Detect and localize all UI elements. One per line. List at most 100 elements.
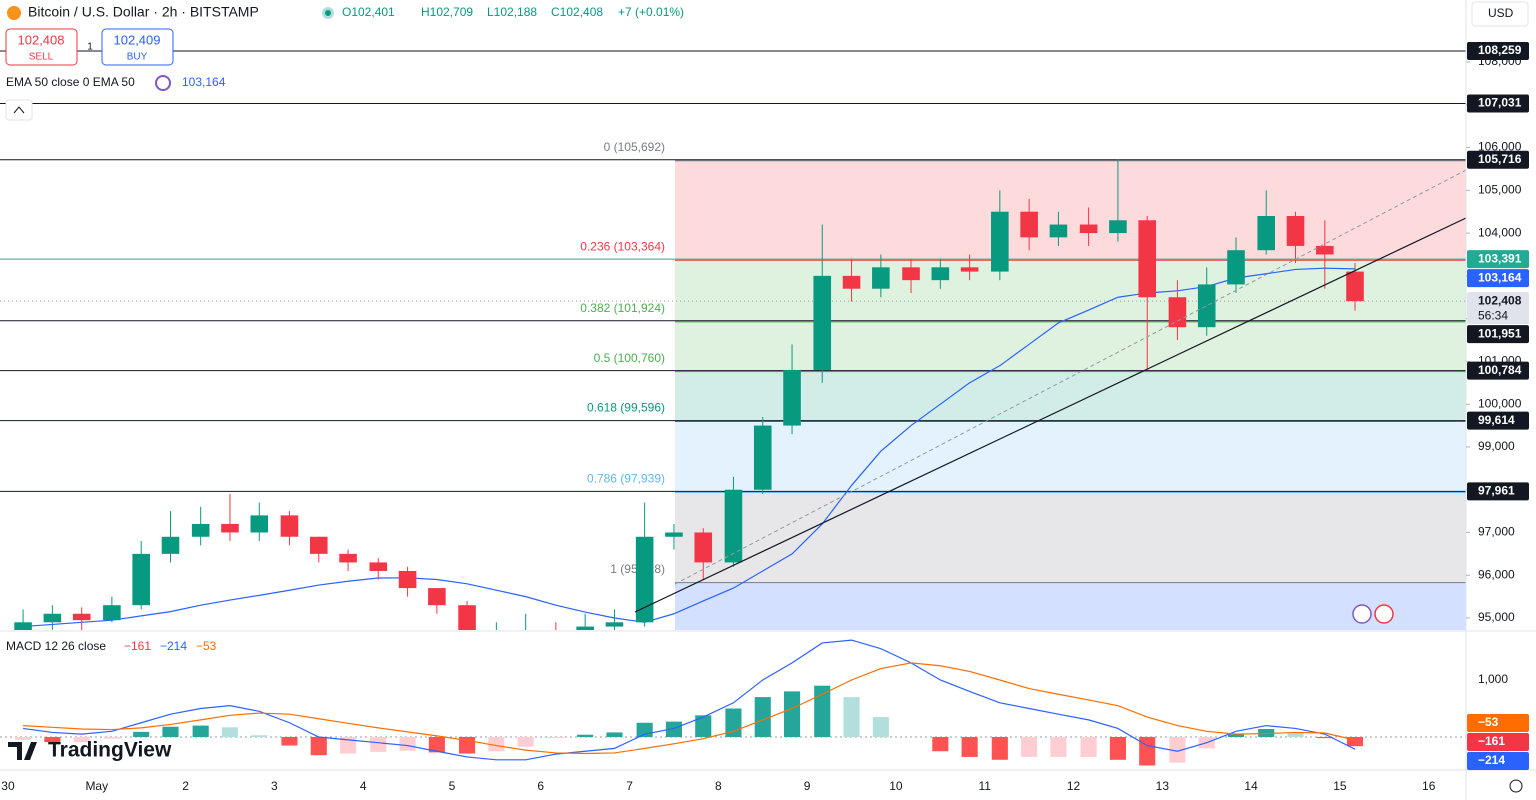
- macd-histogram-bar: [754, 697, 771, 737]
- macd-histogram-bar: [1316, 736, 1333, 739]
- candle-body: [1316, 245, 1334, 255]
- x-tick-label: 11: [978, 779, 991, 793]
- candle-body: [132, 553, 150, 606]
- x-tick-label: 3: [271, 779, 278, 793]
- macd-histogram-bar: [1021, 736, 1038, 757]
- candle-body: [665, 532, 683, 537]
- axis-price-box: [1467, 752, 1529, 770]
- x-tick-label: 12: [1067, 779, 1081, 793]
- macd-histogram-bar: [665, 721, 683, 737]
- macd-histogram-bar: [932, 736, 949, 752]
- candle-body: [250, 515, 269, 533]
- macd-histogram-bar: [428, 736, 445, 753]
- axis-price-box: [1467, 411, 1529, 430]
- candle-body: [339, 553, 357, 563]
- macd-histogram-bar: [1109, 736, 1126, 760]
- macd-histogram-bar: [695, 715, 712, 737]
- ohlc-low: L102,188: [487, 5, 537, 19]
- axis-price-box: [1467, 250, 1529, 269]
- ohlc-open: O102,401: [342, 5, 395, 19]
- axis-price-box: [1467, 41, 1529, 60]
- spread: 1: [87, 42, 93, 53]
- candle-body: [14, 622, 32, 630]
- axis-price-label: 107,031: [1478, 96, 1522, 110]
- trend-line: [634, 217, 1467, 613]
- buy-button[interactable]: [101, 28, 174, 66]
- candle-body: [103, 605, 121, 621]
- fib-zone: [675, 421, 1466, 493]
- y-tick-label: 95,000: [1478, 610, 1515, 624]
- event-icon[interactable]: [1352, 604, 1372, 624]
- x-tick-label: 5: [449, 779, 456, 793]
- candle-body: [1197, 284, 1216, 328]
- candle-body: [960, 267, 979, 272]
- axis-price-box: [1467, 94, 1529, 113]
- candle-body: [1079, 224, 1098, 234]
- candle-body: [369, 562, 388, 571]
- candle-body: [753, 425, 772, 490]
- logo-text[interactable]: TradingView: [48, 739, 172, 762]
- x-tick-label: 15: [1333, 779, 1347, 793]
- candle-body: [1020, 211, 1038, 238]
- axis-price-label: 99,614: [1478, 413, 1515, 427]
- candle-body: [605, 622, 624, 627]
- price-axis: 95,00096,00097,00098,00099,000100,000101…: [1, 41, 1529, 793]
- axis-price-label: 103,391: [1478, 251, 1522, 265]
- axis-price-box: [1467, 292, 1529, 325]
- macd-pane: [0, 639, 1466, 766]
- macd-histogram-bar: [133, 731, 150, 737]
- candle-body: [1049, 224, 1068, 238]
- candle-body: [488, 635, 506, 639]
- macd-legend-hist: −161: [124, 639, 151, 653]
- candle-body: [694, 532, 713, 563]
- event-flag-icon[interactable]: [1374, 604, 1394, 624]
- candle-body: [1286, 215, 1305, 246]
- axis-price-label: 108,259: [1478, 43, 1522, 57]
- candle-body: [280, 515, 299, 537]
- sell-label: SELL: [29, 52, 54, 63]
- x-tick-label: 16: [1422, 779, 1436, 793]
- macd-histogram-bar: [814, 685, 831, 737]
- candle-body: [1138, 220, 1157, 298]
- macd-histogram-bar: [340, 736, 357, 754]
- macd-histogram-bar: [15, 736, 32, 740]
- collapse-button[interactable]: [5, 99, 33, 121]
- macd-histogram-bar: [606, 732, 623, 737]
- x-tick-label: 9: [804, 779, 811, 793]
- x-tick-label: May: [85, 779, 108, 793]
- price-pane: 0 (105,692) 0.236 (103,364) 0.382 (101,924…: [0, 50, 1466, 639]
- fib-label: 0 (105,692): [604, 140, 665, 154]
- axis-price-label: −53: [1478, 715, 1499, 729]
- y-tick-label: 99,000: [1478, 439, 1515, 453]
- macd-histogram-bar: [251, 735, 268, 737]
- collapse-icon: [13, 106, 25, 114]
- axis-price-box: [1467, 269, 1529, 288]
- settings-icon[interactable]: [1509, 779, 1523, 793]
- x-tick-label: 4: [360, 779, 367, 793]
- macd-histogram-bar: [488, 736, 505, 752]
- candle-body: [428, 588, 446, 606]
- fib-zone: [675, 260, 1466, 322]
- currency-button[interactable]: [1471, 1, 1529, 27]
- axis-price-box: [1467, 714, 1529, 732]
- macd-histogram-bar: [577, 734, 594, 737]
- overlay-ui: Bitcoin / U.S. Dollar · 2h · BITSTAMP O1…: [5, 1, 1529, 793]
- macd-histogram-bar: [1080, 736, 1097, 757]
- sell-button[interactable]: [5, 28, 78, 66]
- axis-price-label: 97,961: [1478, 484, 1515, 498]
- ema-icon[interactable]: [155, 75, 171, 91]
- axis-price-label: 100,784: [1478, 363, 1522, 377]
- axis-price-label: 101,951: [1478, 326, 1522, 340]
- macd-legend-signal: −53: [196, 639, 217, 653]
- buy-label: BUY: [127, 52, 148, 63]
- macd-histogram-bar: [843, 697, 860, 737]
- x-tick-label: 30: [1, 779, 15, 793]
- macd-line: [23, 639, 1356, 761]
- y-tick-label: 97,000: [1478, 525, 1515, 539]
- ohlc-high: H102,709: [421, 5, 473, 19]
- candle-body: [221, 523, 239, 533]
- macd-histogram-bar: [1346, 736, 1364, 747]
- symbol-title: Bitcoin / U.S. Dollar · 2h · BITSTAMP: [28, 4, 259, 20]
- ema-line: [23, 267, 1356, 628]
- fib-trend-line: [674, 169, 1467, 585]
